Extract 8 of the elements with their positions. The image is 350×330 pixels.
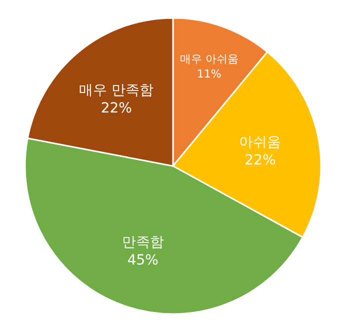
slice-label: 매우 만족함 — [79, 82, 154, 99]
data-label: 11% — [196, 68, 222, 81]
slice-label: 매우 아쉬움 — [180, 52, 238, 66]
data-label: 22% — [100, 100, 132, 117]
data-label: 45% — [127, 252, 158, 269]
data-label: 22% — [244, 152, 276, 168]
slice-label: 아쉬움 — [239, 134, 282, 150]
slice-label: 만족함 — [122, 234, 164, 251]
